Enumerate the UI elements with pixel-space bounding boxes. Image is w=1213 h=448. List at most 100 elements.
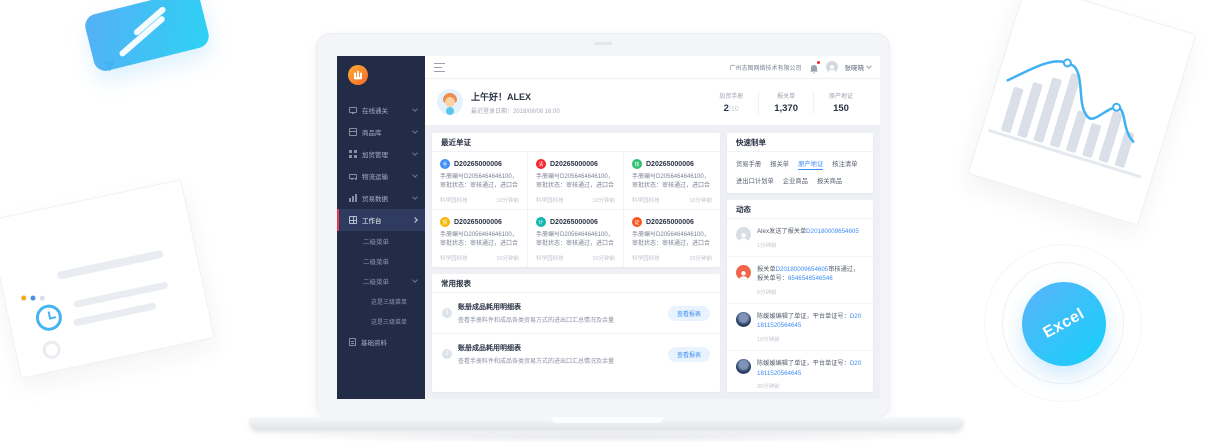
- sidebar-subitem-level3[interactable]: 这是三级菜单: [337, 311, 425, 331]
- sidebar-item-trade-data[interactable]: 贸易数据: [337, 187, 425, 209]
- sidebar-item-basic-data[interactable]: 基础资料: [337, 331, 425, 353]
- quick-link-customs-declaration[interactable]: 报关单: [770, 161, 790, 168]
- sidebar-item-workbench[interactable]: 工作台: [337, 209, 425, 231]
- last-login-text: 最近登录日期：2018/08/08 16:00: [471, 108, 560, 115]
- doc-link[interactable]: D201811520564645: [757, 312, 862, 330]
- doc-time: 10分钟前: [496, 198, 519, 204]
- laptop-camera: [594, 42, 612, 45]
- report-number-badge: 1: [442, 308, 452, 318]
- document-card[interactable]: 证 D20265000006 手册编号D2056464646100，审批状态：审…: [624, 210, 720, 267]
- user-menu[interactable]: 张晓晓: [845, 62, 872, 72]
- sidebar-item-online-clearance[interactable]: 在线通关: [337, 99, 425, 121]
- quick-link-verification-list[interactable]: 核注清单: [832, 161, 858, 168]
- document-card[interactable]: 清 D20265000006 手册编号D2056464646100，审批状态：审…: [528, 152, 624, 210]
- doc-time: 10分钟前: [592, 198, 615, 204]
- stat-certificate-origin[interactable]: 原产地证 150: [812, 90, 868, 114]
- clock-icon: [33, 302, 65, 334]
- doc-org: 科学园科技: [440, 198, 468, 204]
- activity-text: 陈媛媛编辑了单证，平台单证号：: [757, 312, 850, 320]
- company-name: 广州志图网络技术有限公司: [729, 65, 802, 72]
- subitem-label: 二级菜单: [363, 279, 389, 286]
- main-area: 广州志图网络技术有限公司: [425, 56, 880, 399]
- doc-org: 科学园科技: [632, 198, 660, 204]
- sidebar-item-logistics[interactable]: 物流运输: [337, 165, 425, 187]
- topbar: 广州志图网络技术有限公司: [425, 56, 880, 79]
- notification-badge: [815, 59, 821, 65]
- sidebar-item-processing-trade[interactable]: 加贸管理: [337, 143, 425, 165]
- subitem-label: 这是三级菜单: [371, 319, 408, 326]
- doc-type-icon: 证: [632, 217, 642, 227]
- doc-description: 手册编号D2056464646100，审批状态：审核通过，进口合同…: [536, 232, 615, 248]
- document-icon: [349, 338, 356, 346]
- doc-link[interactable]: D201811520564645: [757, 360, 862, 377]
- document-card[interactable]: 计 D20265000006 手册编号D2056464646100，审批状态：审…: [528, 210, 624, 267]
- quick-link-customs-goods[interactable]: 报关商品: [816, 178, 843, 185]
- bar-line-chart-sketch: [988, 58, 1142, 179]
- common-reports-card: 常用报表 1 账册成品耗用明细表 查看手册料件和成品各类贸易方式的进出口汇总情况…: [432, 274, 720, 392]
- doc-description: 手册编号D2056464646100，审批状态：审核通过，进口合同…: [632, 232, 711, 248]
- quick-links: 贸易手册 报关单 原产地证 核注清单 进出口计划单 企业商品 报关商品: [727, 152, 873, 193]
- sidebar-item-label: 物流运输: [362, 174, 388, 181]
- activity-list: Alex发送了报关单D20180009654605 1分钟前: [727, 219, 873, 392]
- menu-toggle-icon[interactable]: [434, 62, 445, 72]
- stat-suffix: /10: [728, 105, 739, 113]
- doc-link[interactable]: D20180009654605: [806, 228, 859, 235]
- sidebar: 在线通关 商品库 加贸管理 物流运输: [337, 56, 425, 399]
- report-description: 查看手册料件和成品各类贸易方式的进出口汇总情况及余量: [458, 318, 615, 324]
- activity-title: 动态: [727, 200, 873, 219]
- activity-time: 5分钟前: [757, 289, 777, 296]
- orange-dot: [20, 295, 27, 301]
- sidebar-subitem-expanded[interactable]: 二级菜单: [337, 271, 425, 291]
- doc-link[interactable]: D20180009654605: [775, 265, 829, 273]
- hand-logo-icon: [354, 71, 362, 80]
- truck-icon: [349, 174, 357, 180]
- ring: [984, 244, 1142, 402]
- sidebar-subitem-level3[interactable]: 这是三级菜单: [337, 291, 425, 311]
- doc-link[interactable]: 6546546546546: [787, 275, 833, 283]
- sidebar-subitem[interactable]: 二级菜单: [337, 231, 425, 251]
- app-logo[interactable]: [348, 65, 368, 85]
- activity-item[interactable]: 报关单D20180009654605审核通过，报关单号：654654654654…: [727, 257, 873, 304]
- activity-text: 报关单: [757, 265, 776, 273]
- activity-item[interactable]: Alex发送了报关单D20180009654605 1分钟前: [727, 219, 873, 257]
- view-report-button[interactable]: 查看报表: [667, 305, 710, 321]
- document-card[interactable]: 手 D20265000006 手册编号D2056464646100，审批状态：审…: [432, 152, 528, 210]
- activity-item[interactable]: 陈媛媛编辑了单证，平台单证号：D201811520564645 10分钟前: [727, 304, 873, 352]
- grid-icon: [349, 150, 357, 158]
- circle-outline: [40, 339, 63, 361]
- quick-link-certificate-origin[interactable]: 原产地证: [798, 161, 824, 170]
- chat-bubble-illustration: [82, 0, 212, 74]
- user-avatar[interactable]: [825, 61, 838, 73]
- doc-type-icon: 手: [440, 159, 450, 169]
- sidebar-item-label: 加贸管理: [362, 152, 388, 159]
- activity-item[interactable]: 陈媛媛编辑了单证，平台单证号：D201811520564645 30分钟前: [727, 351, 873, 392]
- doc-number: D20265000006: [550, 218, 598, 226]
- quick-link-trade-manual[interactable]: 贸易手册: [736, 161, 762, 168]
- doc-number: D20265000006: [646, 160, 694, 168]
- placeholder-line: [72, 302, 157, 327]
- chart-sketch-illustration: [967, 0, 1197, 226]
- document-card[interactable]: 报 D20265000006 手册编号D2056464646100，审批状态：审…: [432, 210, 528, 267]
- laptop-shadow: [240, 431, 973, 443]
- doc-number: D20265000006: [646, 218, 694, 226]
- quick-link-import-export-plan[interactable]: 进出口计划单: [736, 178, 774, 185]
- chevron-down-icon: [412, 194, 418, 200]
- activity-time: 1分钟前: [757, 242, 777, 249]
- document-card[interactable]: 核 D20265000006 手册编号D2056464646100，审批状态：审…: [624, 152, 720, 210]
- view-report-button[interactable]: 查看报表: [667, 346, 710, 362]
- stat-value: 2: [723, 102, 729, 114]
- recent-documents-title: 最近单证: [432, 133, 720, 152]
- bell-icon: [809, 64, 818, 74]
- sidebar-subitem[interactable]: 二级菜单: [337, 251, 425, 271]
- stat-customs-declaration[interactable]: 报关单 1,370: [758, 90, 813, 114]
- laptop-base: [249, 417, 964, 430]
- sidebar-item-product-library[interactable]: 商品库: [337, 121, 425, 143]
- doc-time: 10分钟前: [592, 256, 615, 262]
- app-window: 在线通关 商品库 加贸管理 物流运输: [337, 56, 880, 399]
- stat-trade-manual[interactable]: 加贸手册 2/10: [704, 91, 758, 114]
- common-reports-title: 常用报表: [432, 274, 720, 293]
- stat-value: 150: [833, 102, 849, 114]
- notification-bell-icon[interactable]: [809, 59, 821, 74]
- quick-link-enterprise-goods[interactable]: 企业商品: [782, 178, 808, 185]
